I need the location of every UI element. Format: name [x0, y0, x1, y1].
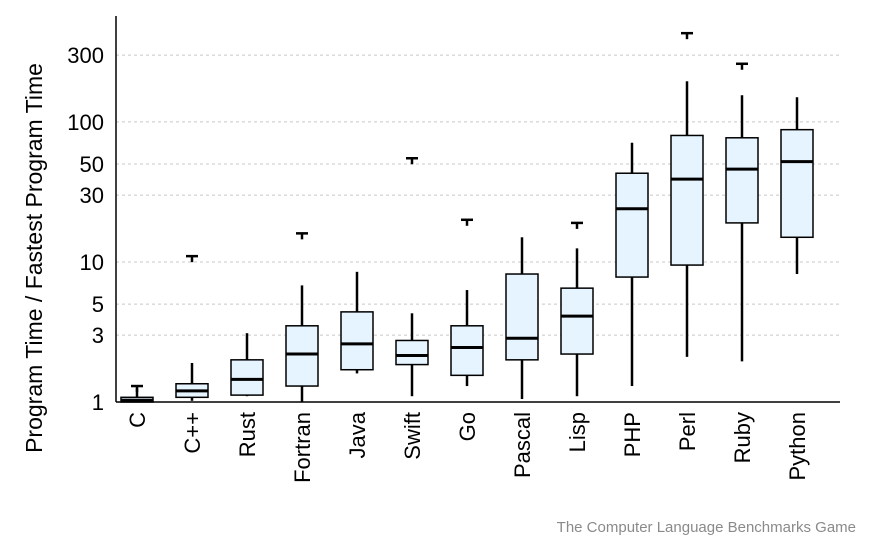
y-axis-title: Program Time / Fastest Program Time	[21, 63, 47, 453]
x-tick-label-swift: Swift	[400, 412, 425, 460]
x-tick-label-php: PHP	[620, 412, 645, 457]
x-tick-label-lisp: Lisp	[565, 412, 590, 452]
x-tick-label-perl: Perl	[675, 412, 700, 451]
box-java	[340, 271, 374, 374]
x-tick-label-rust: Rust	[235, 412, 260, 457]
y-tick-label-3: 3	[92, 323, 104, 348]
box-go	[450, 218, 484, 387]
x-tick-label-ruby: Ruby	[730, 412, 755, 463]
box-pascal	[505, 237, 539, 400]
x-tick-label-go: Go	[455, 412, 480, 441]
y-tick-label-30: 30	[80, 183, 104, 208]
box-iqr-java	[340, 311, 374, 371]
y-tick-label-1: 1	[92, 390, 104, 415]
box-ruby	[725, 62, 759, 362]
y-tick-label-300: 300	[67, 43, 104, 68]
box-series	[120, 31, 814, 403]
box-c	[120, 384, 154, 403]
y-tick-labels: 1 3 5 10 30 50 100 300	[67, 43, 104, 415]
box-iqr-ruby	[725, 137, 759, 224]
box-iqr-php	[615, 172, 649, 278]
x-tick-label-python: Python	[785, 412, 810, 481]
y-tick-label-100: 100	[67, 110, 104, 135]
box-iqr-rust	[230, 359, 264, 396]
y-tick-label-5: 5	[92, 292, 104, 317]
box-iqr-pascal	[505, 273, 539, 361]
credit-text: The Computer Language Benchmarks Game	[557, 519, 856, 536]
box-iqr-perl	[670, 134, 704, 266]
x-tick-label-cpp: C++	[180, 412, 205, 454]
x-tick-label-pascal: Pascal	[510, 412, 535, 478]
box-iqr-lisp	[560, 287, 594, 355]
y-tick-label-50: 50	[80, 152, 104, 177]
box-python	[780, 97, 814, 275]
box-perl	[670, 31, 704, 357]
box-rust	[230, 333, 264, 397]
box-iqr-swift	[395, 339, 429, 366]
x-tick-label-java: Java	[345, 411, 370, 458]
grid-lines	[116, 54, 840, 336]
box-cpp	[175, 254, 209, 401]
box-lisp	[560, 221, 594, 397]
box-swift	[395, 157, 429, 397]
box-iqr-fortran	[285, 325, 319, 387]
x-tick-label-fortran: Fortran	[290, 412, 315, 483]
x-tick-label-c: C	[125, 412, 150, 428]
x-tick-labels: C C++ Rust Fortran Java Swift Go Pascal Lisp PHP P…	[125, 411, 810, 483]
box-php	[615, 142, 649, 387]
y-tick-label-10: 10	[80, 250, 104, 275]
box-iqr-python	[780, 128, 814, 239]
box-fortran	[285, 232, 319, 402]
box-iqr-go	[450, 325, 484, 377]
axes	[115, 16, 840, 403]
